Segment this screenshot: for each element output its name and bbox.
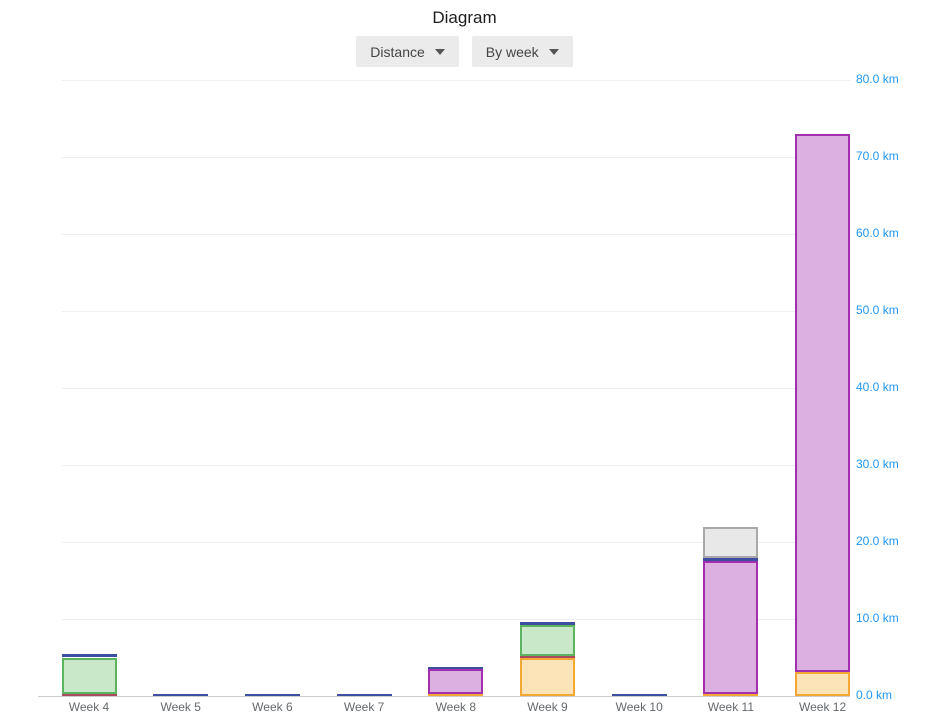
page-header: Diagram: [0, 8, 929, 28]
gridline: [62, 541, 850, 543]
gridline: [62, 156, 850, 158]
period-dropdown[interactable]: By week: [471, 36, 573, 67]
y-axis-tick-label: 50.0 km: [856, 303, 899, 317]
chart-toolbar: Distance By week: [0, 36, 929, 67]
bar-segment-blue-week-5[interactable]: [153, 693, 209, 696]
bar-segment-red-week-4[interactable]: [61, 693, 117, 696]
y-axis-tick-label: 40.0 km: [856, 380, 899, 394]
x-axis-label: Week 4: [68, 700, 110, 714]
gridline: [62, 618, 850, 620]
x-axis-label: Week 11: [707, 700, 755, 714]
bar-segment-blue-week-6[interactable]: [244, 693, 300, 696]
x-axis-label: Week 6: [252, 700, 293, 714]
metric-dropdown[interactable]: Distance: [356, 36, 459, 67]
x-axis-label: Week 9: [527, 700, 568, 714]
bar-segment-orange-week-9[interactable]: [520, 658, 575, 696]
x-axis-label: Week 10: [615, 700, 663, 714]
bar-segment-green-week-9[interactable]: [520, 624, 575, 657]
gridline: [62, 464, 850, 466]
gridline: [62, 387, 850, 389]
x-axis-label: Week 8: [435, 700, 477, 714]
bar-segment-orange-week-8[interactable]: [428, 693, 484, 696]
gridline: [62, 310, 850, 312]
bar-segment-blue-week-10[interactable]: [611, 693, 667, 696]
y-axis-tick-label: 10.0 km: [856, 611, 899, 625]
bar-segment-blue-week-9[interactable]: [520, 622, 575, 625]
bar-segment-green-week-4[interactable]: [61, 657, 117, 694]
bar-segment-gray-week-11[interactable]: [703, 527, 759, 559]
gridline: [62, 233, 850, 235]
caret-down-icon: [434, 48, 445, 55]
bar-segment-purple-week-11[interactable]: [703, 561, 759, 694]
caret-down-icon: [548, 48, 559, 55]
bar-segment-blue-week-11[interactable]: [703, 558, 759, 562]
bar-segment-purple-week-12[interactable]: [795, 133, 851, 673]
y-axis-tick-label: 70.0 km: [856, 149, 899, 163]
x-axis-line: [38, 695, 850, 697]
bar-segment-purple-week-8[interactable]: [428, 669, 484, 694]
x-axis-label: Week 12: [799, 700, 847, 714]
page-title: Diagram: [432, 8, 497, 27]
x-axis-label: Week 5: [160, 700, 201, 714]
y-axis-tick-label: 60.0 km: [856, 226, 899, 240]
x-axis-label: Week 7: [343, 700, 385, 714]
bar-segment-orange-week-11[interactable]: [703, 693, 759, 696]
y-axis-tick-label: 20.0 km: [856, 534, 899, 548]
period-dropdown-label: By week: [485, 43, 539, 60]
gridline: [62, 79, 850, 81]
bar-segment-blue-week-7[interactable]: [336, 693, 392, 696]
bar-segment-red-week-9[interactable]: [520, 655, 575, 659]
bar-segment-blue-week-4[interactable]: [61, 654, 117, 658]
y-axis-tick-label: 0.0 km: [856, 688, 893, 702]
metric-dropdown-label: Distance: [370, 43, 425, 60]
bar-segment-blue-week-8[interactable]: [428, 666, 484, 670]
y-axis-tick-label: 80.0 km: [856, 72, 899, 86]
bar-segment-orange-week-12[interactable]: [795, 672, 851, 696]
y-axis-tick-label: 30.0 km: [856, 457, 899, 471]
